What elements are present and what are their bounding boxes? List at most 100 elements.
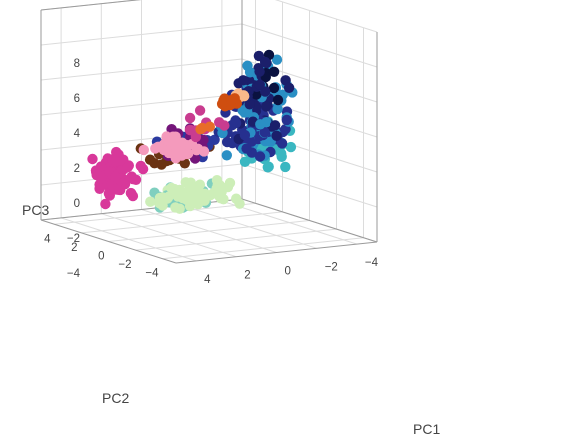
data-point[interactable] <box>276 148 287 159</box>
x-tick-label: 4 <box>204 274 211 286</box>
data-point[interactable] <box>110 171 121 182</box>
box-edge <box>241 198 378 243</box>
back-wall-grid-line <box>40 93 243 116</box>
side-wall-grid-line <box>241 23 378 68</box>
data-point[interactable] <box>170 153 181 164</box>
data-point[interactable] <box>283 82 295 94</box>
data-point[interactable] <box>269 120 281 131</box>
data-point[interactable] <box>174 203 185 214</box>
data-point[interactable] <box>226 120 238 131</box>
data-point[interactable] <box>193 192 205 203</box>
data-point[interactable] <box>259 56 271 68</box>
data-point[interactable] <box>138 144 149 156</box>
data-point[interactable] <box>184 200 196 212</box>
back-wall-grid-line <box>40 163 243 186</box>
data-point[interactable] <box>194 105 206 116</box>
data-point[interactable] <box>184 124 196 136</box>
x-tick-label: 0 <box>285 266 291 278</box>
data-point[interactable] <box>100 198 111 210</box>
x-tick-label: 2 <box>244 270 250 282</box>
z-tick-label: 8 <box>74 58 80 70</box>
box-edge <box>40 219 177 264</box>
data-point[interactable] <box>268 66 280 78</box>
data-point[interactable] <box>254 79 265 91</box>
data-point[interactable] <box>268 82 280 94</box>
data-point[interactable] <box>254 66 265 77</box>
data-point[interactable] <box>241 143 252 154</box>
data-point[interactable] <box>184 112 196 124</box>
data-point[interactable] <box>156 159 167 170</box>
axis-label-layer: PC3 PC2 PC1 <box>22 202 440 437</box>
y-tick-label: −4 <box>145 268 159 280</box>
floor-grid-line <box>135 228 337 251</box>
data-point[interactable] <box>280 161 291 173</box>
data-point[interactable] <box>255 119 266 130</box>
data-point[interactable] <box>254 151 266 162</box>
data-point[interactable] <box>126 171 137 182</box>
tick-layer: −4 −2 0 2 4 6 8 −4 −2 0 2 4 −4 −2 0 2 4 <box>44 58 379 286</box>
data-point[interactable] <box>221 150 232 161</box>
grid-layer <box>40 0 378 264</box>
y-tick-label: 4 <box>44 233 51 245</box>
data-point[interactable] <box>244 99 255 110</box>
data-point[interactable] <box>171 144 182 156</box>
x-tick-label: −2 <box>325 261 338 273</box>
data-point[interactable] <box>237 105 248 116</box>
data-point[interactable] <box>198 146 210 157</box>
y-tick-label: −2 <box>118 259 131 271</box>
box-edge <box>175 241 378 264</box>
data-point[interactable] <box>251 89 262 100</box>
data-point[interactable] <box>190 131 202 143</box>
data-point[interactable] <box>122 161 134 173</box>
data-point[interactable] <box>281 114 292 126</box>
data-point[interactable] <box>271 54 283 65</box>
data-point[interactable] <box>261 101 272 112</box>
data-point[interactable] <box>126 188 137 199</box>
data-point[interactable] <box>271 130 282 141</box>
floor-grid-line <box>81 211 283 234</box>
y-axis-label: PC2 <box>102 390 129 406</box>
data-point[interactable] <box>109 184 121 195</box>
floor-grid-line <box>162 237 364 260</box>
data-point[interactable] <box>234 198 245 209</box>
data-point[interactable] <box>135 160 146 172</box>
data-point[interactable] <box>285 141 297 153</box>
z-axis-label: PC3 <box>22 202 49 218</box>
z-tick-label: −2 <box>67 233 80 245</box>
floor-grid-line <box>108 220 310 242</box>
data-point[interactable] <box>239 129 251 141</box>
data-point[interactable] <box>177 192 188 204</box>
z-tick-label: −4 <box>67 268 81 280</box>
back-wall-grid-line <box>40 23 243 46</box>
box-edge <box>40 0 142 11</box>
side-wall-grid-line <box>274 0 378 33</box>
point-layer <box>87 49 298 214</box>
data-point[interactable] <box>153 197 165 209</box>
x-tick-label: −4 <box>365 257 379 269</box>
data-point[interactable] <box>158 144 170 156</box>
data-point[interactable] <box>87 153 98 165</box>
data-point[interactable] <box>150 143 161 154</box>
data-point[interactable] <box>244 67 256 78</box>
data-point[interactable] <box>145 196 156 207</box>
z-tick-label: 0 <box>74 198 80 210</box>
data-point[interactable] <box>263 161 274 172</box>
data-point[interactable] <box>95 173 107 184</box>
z-tick-label: 2 <box>74 163 80 175</box>
back-wall-grid-line <box>40 58 243 81</box>
x-axis-label: PC1 <box>413 421 440 437</box>
data-point[interactable] <box>195 124 206 135</box>
data-point[interactable] <box>219 120 230 131</box>
data-point[interactable] <box>226 94 237 106</box>
floor-grid-line <box>54 202 256 225</box>
z-tick-label: 4 <box>74 128 81 140</box>
data-point[interactable] <box>259 127 270 138</box>
data-point[interactable] <box>272 103 283 115</box>
y-tick-label: 0 <box>98 251 104 263</box>
data-point[interactable] <box>110 156 122 167</box>
data-point[interactable] <box>216 98 228 110</box>
data-point[interactable] <box>238 75 249 86</box>
data-point[interactable] <box>272 94 284 106</box>
